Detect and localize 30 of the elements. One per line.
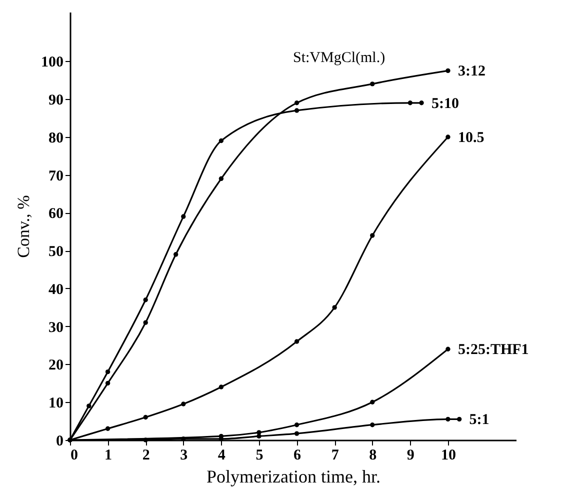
y-tick-label: 10 [48,396,64,412]
x-axis-title: Polymerization time, hr. [206,466,380,486]
y-tick-label: 90 [48,92,64,109]
x-tick-label: 0 [70,448,78,464]
y-tick-label: 20 [48,358,64,374]
x-tick-label: 4 [218,448,226,464]
x-tick-label: 3 [180,448,188,464]
y-tick-label: 100 [41,54,64,71]
x-tick-label: 9 [406,448,414,464]
x-tick-label: 10 [440,448,456,464]
series-label: 5:10 [432,96,460,112]
x-tick-label: 7 [331,448,340,464]
y-tick-label: 50 [48,244,64,260]
x-tick-label: 1 [104,448,112,464]
series-label: 3:12 [458,64,486,80]
y-tick-label: 60 [48,206,64,222]
y-tick-label: 70 [48,168,64,184]
series-label: 10.5 [458,130,484,146]
x-tick-label: 2 [142,448,150,464]
x-tick-label: 8 [369,448,377,464]
y-tick-label: 40 [48,282,64,298]
y-axis-title: Conv., % [14,195,33,258]
y-tick-label: 0 [56,434,64,450]
series-label: 5:25:THF1 [458,342,529,358]
y-tick-label: 80 [48,130,64,146]
y-tick-label: 30 [48,320,64,336]
x-tick-label: 6 [294,448,302,464]
legend-title: St:VMgCl(ml.) [293,50,386,66]
x-tick-label: 5 [256,448,264,464]
series-label: 5:1 [469,412,490,428]
